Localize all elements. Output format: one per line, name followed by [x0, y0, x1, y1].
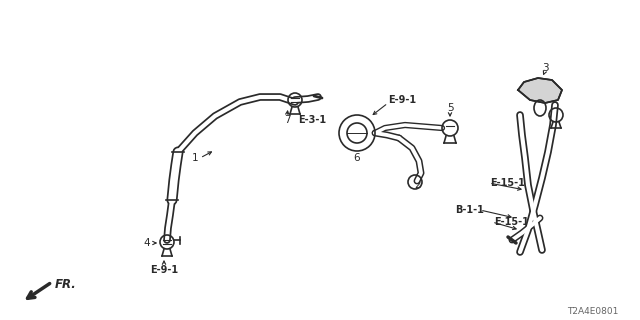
Polygon shape [518, 78, 562, 103]
Text: B-1-1: B-1-1 [455, 205, 484, 215]
Text: 3: 3 [541, 63, 548, 73]
Text: E-15-11: E-15-11 [494, 217, 536, 227]
Text: T2A4E0801: T2A4E0801 [566, 308, 618, 316]
Text: FR.: FR. [55, 277, 77, 291]
Text: E-15-11: E-15-11 [490, 178, 532, 188]
Text: 5: 5 [447, 103, 453, 113]
Text: E-9-1: E-9-1 [150, 265, 178, 275]
Text: 6: 6 [354, 153, 360, 163]
Text: E-9-1: E-9-1 [388, 95, 416, 105]
Text: 4: 4 [143, 238, 150, 248]
Text: E-3-1: E-3-1 [298, 115, 326, 125]
Text: 1: 1 [191, 153, 198, 163]
Text: 7: 7 [284, 115, 291, 125]
Text: 2: 2 [415, 180, 421, 190]
